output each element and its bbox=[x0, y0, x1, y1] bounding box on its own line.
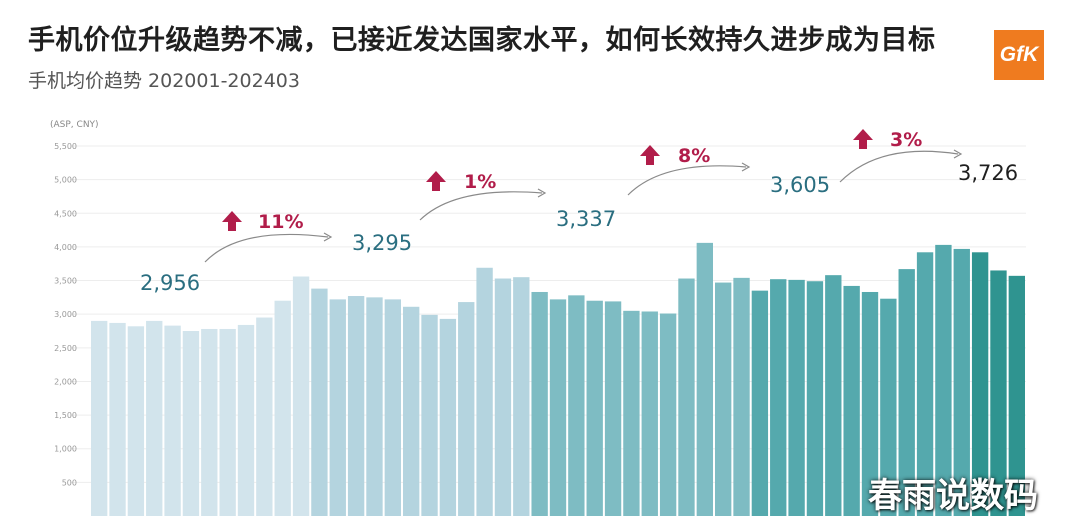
bar bbox=[421, 314, 438, 516]
bar bbox=[439, 318, 457, 516]
bar bbox=[292, 276, 310, 516]
y-tick-label: 4,000 bbox=[54, 243, 77, 252]
watermark: 春雨说数码 bbox=[868, 476, 1038, 516]
y-tick-label: 3,500 bbox=[54, 277, 77, 286]
bar bbox=[733, 277, 750, 516]
bar bbox=[843, 285, 860, 516]
y-tick-label: 2,500 bbox=[54, 344, 77, 353]
trend-curve bbox=[419, 191, 543, 221]
y-tick-label: 5,500 bbox=[54, 142, 77, 151]
y-tick-label: 4,500 bbox=[54, 209, 77, 218]
up-arrow-icon bbox=[222, 211, 242, 231]
bar bbox=[953, 248, 970, 516]
y-tick-label: 5,000 bbox=[54, 176, 77, 185]
annual-average-label: 3,295 bbox=[352, 231, 412, 255]
bar bbox=[384, 299, 401, 516]
y-tick-label: 1,000 bbox=[54, 445, 77, 454]
page-title: 手机价位升级趋势不减，已接近发达国家水平，如何长效持久进步成为目标 bbox=[28, 25, 936, 56]
bar bbox=[274, 300, 291, 516]
bar bbox=[127, 326, 145, 516]
bar bbox=[109, 322, 126, 516]
bar bbox=[182, 331, 200, 516]
bar bbox=[237, 324, 255, 516]
bar bbox=[898, 269, 915, 516]
bar bbox=[458, 302, 475, 516]
bar bbox=[715, 282, 732, 516]
bar bbox=[623, 310, 640, 516]
bar bbox=[1008, 275, 1025, 516]
up-arrow-icon bbox=[426, 171, 446, 191]
up-arrow-icon bbox=[640, 145, 660, 165]
bar bbox=[329, 299, 346, 516]
bar bbox=[91, 320, 108, 516]
up-arrow-icon bbox=[853, 129, 873, 149]
bar bbox=[568, 295, 585, 516]
bar bbox=[696, 242, 713, 516]
y-axis-title: (ASP, CNY) bbox=[50, 120, 99, 130]
bar bbox=[494, 278, 512, 516]
bar bbox=[513, 277, 530, 516]
bar bbox=[366, 297, 383, 516]
y-tick-label: 3,000 bbox=[54, 310, 77, 319]
bar bbox=[751, 290, 769, 516]
y-tick-label: 500 bbox=[62, 478, 77, 487]
bar bbox=[861, 291, 879, 516]
y-tick-label: 2,000 bbox=[54, 377, 77, 386]
bar bbox=[219, 328, 236, 516]
bar bbox=[659, 313, 677, 516]
bar bbox=[586, 300, 603, 516]
growth-percentage: 3% bbox=[890, 129, 922, 151]
trend-curve bbox=[204, 233, 329, 263]
trend-arrowhead bbox=[953, 149, 963, 159]
trend-arrowhead bbox=[323, 232, 333, 242]
trend-curve bbox=[627, 165, 747, 196]
annual-average-label: 3,605 bbox=[770, 173, 830, 197]
bar bbox=[311, 288, 328, 516]
bar bbox=[880, 298, 897, 516]
bar bbox=[678, 278, 695, 516]
bar bbox=[604, 301, 622, 516]
trend-arrowhead bbox=[741, 162, 751, 172]
gfk-logo: GfK bbox=[994, 30, 1044, 80]
growth-percentage: 11% bbox=[258, 211, 303, 233]
annual-average-label: 3,337 bbox=[556, 207, 616, 231]
bar bbox=[146, 320, 163, 516]
bar bbox=[641, 311, 658, 516]
bar bbox=[935, 244, 952, 516]
bar bbox=[164, 325, 181, 516]
bar bbox=[770, 279, 787, 516]
chart-subtitle: 手机均价趋势 202001-202403 bbox=[28, 70, 300, 92]
bar bbox=[256, 317, 273, 516]
bar bbox=[788, 279, 805, 516]
bar bbox=[971, 252, 989, 517]
bar bbox=[531, 291, 548, 516]
annual-average-label: 3,726 bbox=[958, 161, 1018, 185]
bar bbox=[916, 252, 934, 517]
growth-percentage: 1% bbox=[464, 171, 496, 193]
bar bbox=[347, 296, 365, 516]
bar bbox=[990, 270, 1007, 516]
y-tick-label: 1,500 bbox=[54, 411, 77, 420]
bar bbox=[806, 281, 824, 516]
annual-average-label: 2,956 bbox=[140, 271, 200, 295]
bar bbox=[476, 267, 493, 516]
growth-percentage: 8% bbox=[678, 145, 710, 167]
bar bbox=[403, 306, 420, 516]
trend-curve bbox=[839, 150, 959, 183]
bar bbox=[825, 275, 842, 516]
bar bbox=[201, 328, 218, 516]
bar bbox=[549, 299, 567, 516]
trend-arrowhead bbox=[537, 188, 547, 198]
